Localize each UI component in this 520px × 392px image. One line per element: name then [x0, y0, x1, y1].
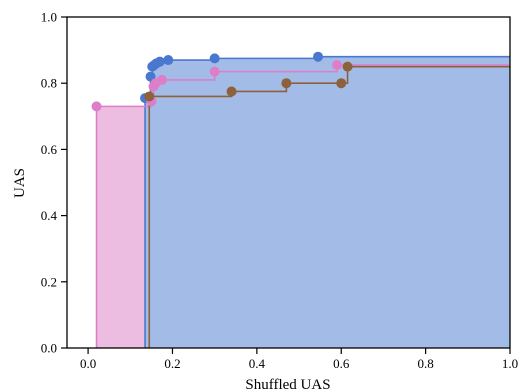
- y-axis-label: UAS: [12, 168, 28, 198]
- y-tick-label-0: 0.0: [41, 341, 57, 356]
- y-tick-label-2: 0.4: [41, 208, 58, 223]
- plot-frame: [66, 16, 511, 349]
- series-1-point-0: [91, 101, 102, 112]
- series-0-area: [145, 56, 511, 348]
- y-tick-label-1: 0.2: [41, 274, 57, 289]
- series-2-point-1: [226, 86, 237, 97]
- marker-layer: [91, 51, 353, 112]
- series-1-point-5: [209, 66, 220, 77]
- series-0-point-6: [163, 55, 174, 66]
- series-2-point-0: [144, 91, 155, 102]
- y-tick-label-3: 0.6: [41, 142, 58, 157]
- x-tick-label-4: 0.8: [417, 356, 433, 371]
- y-axis: 0.0 0.2 0.4 0.6 0.8 1.0: [41, 10, 67, 356]
- y-tick-label-5: 1.0: [41, 10, 57, 25]
- x-tick-label-2: 0.4: [249, 356, 266, 371]
- series-0-point-8: [313, 51, 324, 62]
- series-2-point-4: [342, 61, 353, 72]
- x-tick-label-3: 0.6: [333, 356, 350, 371]
- fill-layer: [96, 56, 511, 349]
- x-tick-label-0: 0.0: [80, 356, 96, 371]
- series-0-point-7: [209, 53, 220, 64]
- series-2-point-3: [336, 78, 347, 89]
- x-axis: 0.0 0.2 0.4 0.6 0.8 1.0: [80, 348, 518, 371]
- series-2-point-2: [281, 78, 292, 89]
- x-axis-label: Shuffled UAS: [245, 377, 330, 392]
- series-1-point-6: [332, 59, 343, 70]
- series-0-point-5: [154, 56, 165, 67]
- x-tick-label-1: 0.2: [164, 356, 180, 371]
- x-tick-label-5: 1.0: [502, 356, 518, 371]
- series-1-point-4: [156, 74, 167, 85]
- y-tick-label-4: 0.8: [41, 76, 57, 91]
